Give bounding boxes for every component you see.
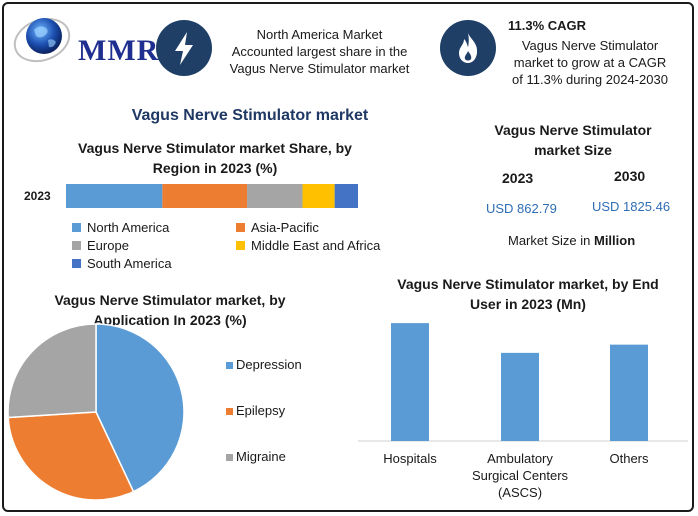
- legend-swatch: [72, 241, 81, 250]
- bar-others: [610, 344, 648, 441]
- title-line: Vagus Nerve Stimulator market, by End: [397, 276, 659, 292]
- main-title: Vagus Nerve Stimulator market: [131, 107, 369, 124]
- end-user-chart-title: Vagus Nerve Stimulator market, by End Us…: [378, 274, 678, 314]
- legend-swatch: [236, 241, 245, 250]
- highlight-line: of 11.3% during 2024-2030: [512, 72, 668, 87]
- category-label: Hospitals: [383, 451, 437, 466]
- title-line: market Size: [534, 142, 612, 158]
- legend-item: Middle East and Africa: [236, 238, 380, 253]
- market-size-value-2030: USD 1825.46: [592, 199, 671, 214]
- market-size-value-2023: USD 862.79: [486, 201, 557, 216]
- note-unit: Million: [593, 233, 636, 248]
- end-user-bar-chart: Hospitals Ambulatory Surgical Centers (ASCS…: [358, 323, 688, 500]
- legend-swatch: [72, 223, 81, 232]
- pie-slice-epilepsy: [7, 411, 135, 501]
- market-size-title: Vagus Nerve Stimulator market Size: [478, 120, 668, 160]
- bar-hospitals: [391, 323, 429, 441]
- category-label-2023: 2023: [24, 189, 51, 203]
- legend-item: South America: [72, 256, 172, 271]
- category-label: Surgical Centers: [472, 468, 569, 483]
- pie-slice-depression: [95, 323, 185, 493]
- bar-segment-middle-east-and-africa: [302, 184, 335, 208]
- legend-label-depression: Depression: [236, 357, 302, 372]
- legend-item: Asia-Pacific: [236, 220, 319, 235]
- globe-icon: [13, 17, 71, 63]
- title-line: Vagus Nerve Stimulator market Share, by: [78, 140, 352, 156]
- category-label: (ASCS): [498, 485, 542, 500]
- pie-slice-migraine: [7, 323, 97, 419]
- highlight-line: market to grow at a CAGR: [513, 55, 667, 70]
- highlight-line: Vagus Nerve Stimulator: [521, 38, 659, 53]
- category-label: Others: [609, 451, 649, 466]
- bar-ascs: [501, 352, 539, 441]
- bar-segment-south-america: [334, 184, 358, 208]
- legend-label-epilepsy: Epilepsy: [236, 403, 286, 418]
- legend-label: South America: [87, 256, 172, 271]
- bar-segment-asia-pacific: [162, 184, 248, 208]
- bar-segment-europe: [247, 184, 303, 208]
- application-chart-title: Vagus Nerve Stimulator market, by Applic…: [20, 290, 320, 330]
- legend-item: Europe: [72, 238, 129, 253]
- note-prefix: Market Size in: [508, 233, 594, 248]
- bar-segment-north-america: [66, 184, 163, 208]
- highlight-north-america: North America Market Accounted largest s…: [212, 26, 427, 77]
- legend-label: Middle East and Africa: [251, 238, 381, 253]
- legend-swatch: [236, 223, 245, 232]
- lightning-bolt-icon: [156, 20, 212, 76]
- legend-label-migraine: Migraine: [236, 449, 286, 464]
- cagr-title: 11.3% CAGR: [508, 18, 587, 33]
- legend-swatch: [226, 454, 233, 461]
- highlight-cagr: Vagus Nerve Stimulator market to grow at…: [490, 37, 690, 88]
- legend-label: North America: [87, 220, 170, 235]
- legend-label: Europe: [87, 238, 129, 253]
- title-line: Vagus Nerve Stimulator market, by: [54, 292, 286, 308]
- legend-label: Asia-Pacific: [251, 220, 319, 235]
- region-stacked-bar-chart: 2023: [24, 184, 358, 208]
- logo-text: MMR: [78, 34, 160, 67]
- legend-swatch: [226, 362, 233, 369]
- mmr-logo: MMR: [12, 10, 158, 68]
- title-line: User in 2023 (Mn): [470, 296, 586, 312]
- title-line: Application In 2023 (%): [93, 312, 247, 328]
- flame-icon: [440, 20, 496, 76]
- title-line: Region in 2023 (%): [152, 160, 278, 176]
- legend-swatch: [226, 408, 233, 415]
- highlight-line: Accounted largest share in the: [231, 44, 408, 59]
- market-size-unit-note: Market Size in Million: [508, 233, 635, 248]
- legend-item: North America: [72, 220, 169, 235]
- market-size-year-2023: 2023: [502, 170, 534, 186]
- category-label: Ambulatory: [487, 451, 553, 466]
- highlight-line: North America Market: [256, 27, 383, 42]
- application-pie-chart: Depression Epilepsy Migraine: [7, 323, 302, 501]
- region-chart-title: Vagus Nerve Stimulator market Share, by …: [40, 138, 390, 178]
- highlight-line: Vagus Nerve Stimulator market: [229, 61, 410, 76]
- title-line: Vagus Nerve Stimulator: [494, 122, 652, 138]
- market-size-year-2030: 2030: [614, 168, 646, 184]
- legend-swatch: [72, 259, 81, 268]
